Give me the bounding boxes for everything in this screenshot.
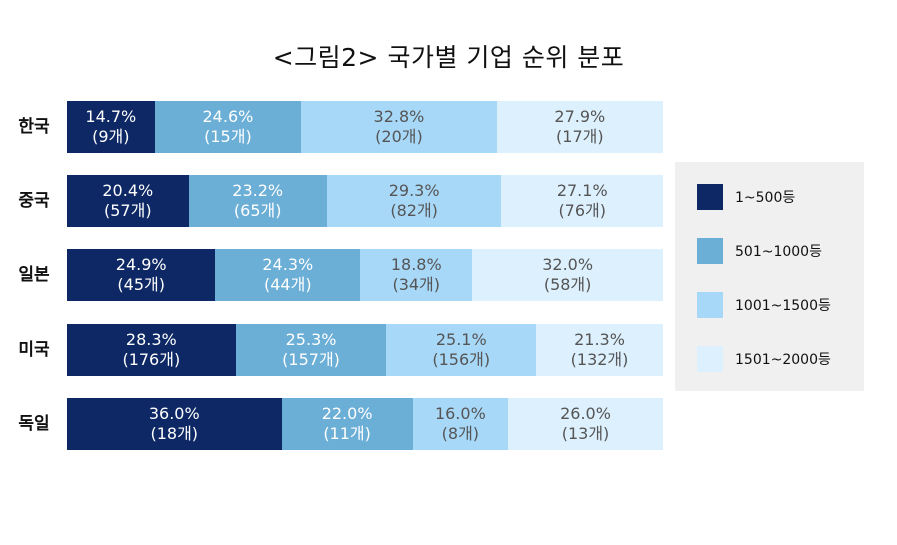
data-label-count: (157개) xyxy=(282,350,340,369)
bar-segment: 24.3% (44개) xyxy=(215,249,361,301)
bar-segment: 16.0% (8개) xyxy=(412,398,509,450)
data-label-percent: 14.7% xyxy=(85,107,137,126)
data-label-count: (58개) xyxy=(543,275,592,294)
stacked-bar: 24.9% (45개) 24.3% (44개) 18.8% (34개) 32.0% (58개) xyxy=(67,249,663,301)
data-label-percent: 21.3% xyxy=(574,330,625,349)
legend-item: 1501~2000등 xyxy=(697,345,831,372)
data-label-percent: 32.8% xyxy=(373,107,425,126)
data-label-count: (15개) xyxy=(204,127,252,146)
bar-segment: 27.1% (76개) xyxy=(501,175,663,227)
data-label-count: (11개) xyxy=(323,424,371,443)
bar-segment: 36.0% (18개) xyxy=(67,398,282,450)
bar-segment: 28.3% (176개) xyxy=(67,324,236,376)
legend-item: 1~500등 xyxy=(697,183,795,210)
stacked-bar: 14.7% (9개) 24.6% (15개) 32.8% (20개) 27.9% (17개) xyxy=(67,101,663,153)
data-label-percent: 20.4% xyxy=(102,181,154,200)
category-label: 한국 xyxy=(18,117,50,137)
bar-segment: 21.3% (132개) xyxy=(536,324,663,376)
bar-segment: 24.6% (15개) xyxy=(154,101,302,153)
data-label-percent: 22.0% xyxy=(321,404,373,423)
bar-segment: 32.8% (20개) xyxy=(301,101,497,153)
data-label-count: (44개) xyxy=(264,275,312,294)
bar-segment: 32.0% (58개) xyxy=(472,249,663,301)
legend-swatch xyxy=(697,291,723,318)
data-label-count: (20개) xyxy=(375,127,423,146)
data-label-count: (132개) xyxy=(570,350,629,369)
data-label-percent: 29.3% xyxy=(388,181,440,200)
bar-segment: 23.2% (65개) xyxy=(188,175,327,227)
bar-segment: 18.8% (34개) xyxy=(360,249,473,301)
legend-swatch xyxy=(697,345,723,372)
category-label: 중국 xyxy=(18,191,50,211)
data-label-percent: 27.1% xyxy=(556,181,608,200)
data-label-percent: 23.2% xyxy=(232,181,284,200)
stacked-bar: 36.0% (18개) 22.0% (11개) 16.0% (8개) 26.0% (13개) xyxy=(67,398,663,450)
bar-segment: 24.9% (45개) xyxy=(67,249,216,301)
legend-swatch xyxy=(697,237,723,264)
bar-segment: 29.3% (82개) xyxy=(326,175,502,227)
data-label-percent: 18.8% xyxy=(390,255,442,274)
data-label-count: (57개) xyxy=(104,201,152,220)
data-label-count: (156개) xyxy=(432,350,491,369)
bar-segment: 14.7% (9개) xyxy=(67,101,155,153)
bar-segment: 25.1% (156개) xyxy=(386,324,537,376)
category-label: 미국 xyxy=(18,340,50,360)
data-label-count: (82개) xyxy=(390,201,438,220)
legend-label: 1~500등 xyxy=(735,189,796,206)
data-label-count: (176개) xyxy=(122,350,181,369)
data-label-percent: 25.1% xyxy=(435,330,487,349)
data-label-percent: 24.6% xyxy=(202,107,254,126)
data-label-percent: 24.9% xyxy=(115,255,167,274)
data-label-percent: 36.0% xyxy=(148,404,200,423)
data-label-count: (45개) xyxy=(117,275,165,294)
bar-segment: 27.9% (17개) xyxy=(496,101,663,153)
bar-segment: 26.0% (13개) xyxy=(508,398,663,450)
data-label-percent: 27.9% xyxy=(554,107,606,126)
legend-label: 1501~2000등 xyxy=(735,351,831,368)
bar-segment: 25.3% (157개) xyxy=(235,324,387,376)
legend-item: 1001~1500등 xyxy=(697,291,831,318)
data-label-count: (34개) xyxy=(392,275,441,294)
category-label: 일본 xyxy=(18,265,50,285)
data-label-percent: 32.0% xyxy=(542,255,594,274)
bar-segment: 20.4% (57개) xyxy=(67,175,189,227)
stacked-bar: 28.3% (176개) 25.3% (157개) 25.1% (156개) 21.3% (1… xyxy=(67,324,663,376)
data-label-count: (17개) xyxy=(556,127,604,146)
data-label-percent: 25.3% xyxy=(285,330,337,349)
data-label-count: (8개) xyxy=(441,424,480,443)
chart-legend: 1~500등 501~1000등 1001~1500등 1501~2000등 xyxy=(675,162,864,391)
chart-title: <그림2> 국가별 기업 순위 분포 xyxy=(272,43,625,72)
data-label-percent: 24.3% xyxy=(262,255,314,274)
data-label-percent: 26.0% xyxy=(560,404,611,423)
data-label-percent: 28.3% xyxy=(125,330,177,349)
data-label-count: (18개) xyxy=(150,424,199,443)
stacked-bar: 20.4% (57개) 23.2% (65개) 29.3% (82개) 27.1% (76개) xyxy=(67,175,663,227)
legend-item: 501~1000등 xyxy=(697,237,822,264)
category-label: 독일 xyxy=(18,414,50,434)
data-label-count: (76개) xyxy=(558,201,607,220)
bar-segment: 22.0% (11개) xyxy=(281,398,413,450)
legend-swatch xyxy=(697,183,723,210)
data-label-percent: 16.0% xyxy=(434,404,486,423)
data-label-count: (13개) xyxy=(561,424,610,443)
data-label-count: (9개) xyxy=(92,127,130,146)
legend-label: 501~1000등 xyxy=(735,243,822,260)
data-label-count: (65개) xyxy=(233,201,282,220)
legend-label: 1001~1500등 xyxy=(735,297,831,314)
